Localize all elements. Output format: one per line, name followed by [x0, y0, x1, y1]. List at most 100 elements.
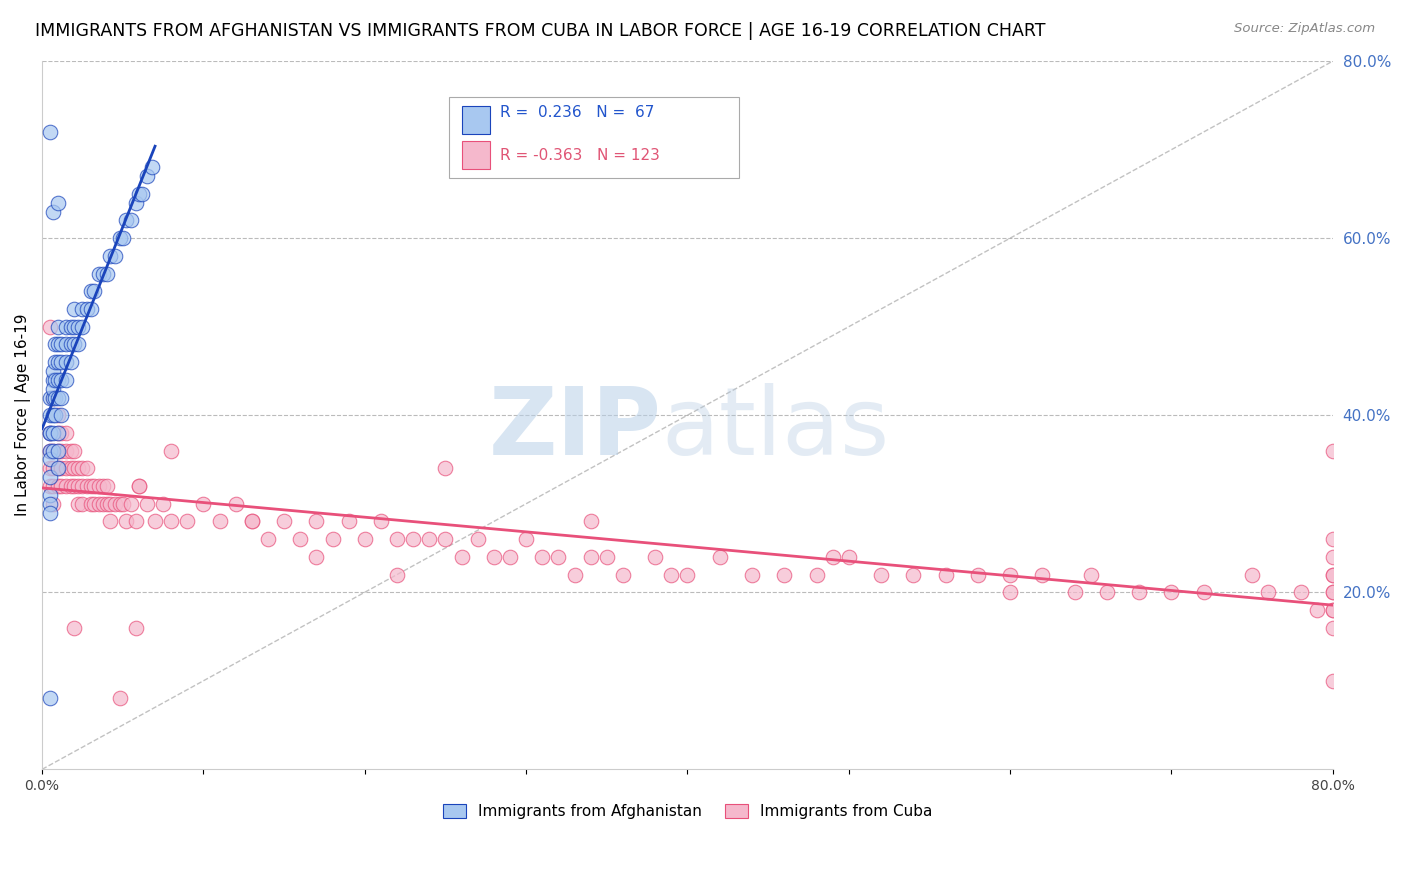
Point [46, 461, 69, 475]
Point [1322, 567, 1344, 582]
Point [44, 355, 66, 369]
Point [76, 301, 98, 316]
Point [120, 213, 142, 227]
Point [821, 549, 844, 564]
Point [87, 267, 110, 281]
Point [564, 567, 586, 582]
Bar [461, 106, 489, 134]
Point [125, 515, 148, 529]
Point [111, 497, 134, 511]
Point [42, 497, 65, 511]
Point [79, 497, 101, 511]
Point [46, 408, 69, 422]
Point [1322, 603, 1344, 617]
Legend: Immigrants from Afghanistan, Immigrants from Cuba: Immigrants from Afghanistan, Immigrants … [437, 798, 938, 825]
Point [42, 479, 65, 493]
Point [51, 425, 73, 440]
Point [42, 382, 65, 396]
Point [136, 169, 159, 184]
Point [402, 532, 425, 546]
Point [39, 470, 62, 484]
Point [87, 479, 110, 493]
Point [39, 443, 62, 458]
Point [42, 408, 65, 422]
Point [128, 479, 150, 493]
Point [51, 391, 73, 405]
Point [273, 515, 295, 529]
Point [120, 497, 142, 511]
Point [1063, 585, 1085, 599]
Point [51, 355, 73, 369]
Point [46, 355, 69, 369]
Point [1322, 443, 1344, 458]
Point [46, 443, 69, 458]
Point [385, 532, 408, 546]
Point [141, 161, 163, 175]
Point [39, 443, 62, 458]
Point [305, 515, 328, 529]
Point [39, 425, 62, 440]
Point [66, 497, 89, 511]
Point [83, 285, 105, 299]
Point [46, 443, 69, 458]
Point [44, 337, 66, 351]
Point [547, 549, 569, 564]
Point [806, 567, 828, 582]
Point [66, 319, 89, 334]
Point [104, 497, 127, 511]
Point [46, 337, 69, 351]
Point [741, 567, 763, 582]
Point [55, 319, 77, 334]
Point [108, 691, 131, 706]
Point [39, 691, 62, 706]
Point [434, 532, 457, 546]
Point [63, 319, 86, 334]
Point [385, 567, 408, 582]
Point [104, 249, 127, 263]
Point [935, 567, 957, 582]
Point [1128, 585, 1150, 599]
Point [499, 549, 522, 564]
Point [76, 479, 98, 493]
Point [903, 567, 925, 582]
Point [55, 461, 77, 475]
Point [596, 549, 619, 564]
Point [160, 443, 183, 458]
Point [1289, 585, 1312, 599]
Point [870, 567, 893, 582]
Point [240, 515, 263, 529]
Point [93, 267, 115, 281]
Point [305, 549, 328, 564]
Point [55, 479, 77, 493]
Point [108, 497, 131, 511]
Point [131, 186, 153, 201]
Point [60, 479, 83, 493]
Point [176, 515, 198, 529]
Point [39, 125, 62, 139]
Point [39, 425, 62, 440]
Point [128, 186, 150, 201]
Point [42, 443, 65, 458]
Point [579, 549, 602, 564]
Point [773, 567, 796, 582]
Point [42, 443, 65, 458]
Point [83, 497, 105, 511]
Point [115, 213, 138, 227]
Point [66, 479, 89, 493]
Point [63, 621, 86, 635]
Point [966, 567, 988, 582]
Point [290, 532, 312, 546]
Point [1080, 567, 1102, 582]
Point [644, 549, 666, 564]
Point [39, 391, 62, 405]
Point [321, 532, 343, 546]
Point [72, 461, 94, 475]
Point [51, 408, 73, 422]
Point [55, 425, 77, 440]
Point [125, 195, 148, 210]
Point [51, 443, 73, 458]
Point [63, 337, 86, 351]
Point [46, 391, 69, 405]
Point [193, 497, 215, 511]
Point [93, 497, 115, 511]
